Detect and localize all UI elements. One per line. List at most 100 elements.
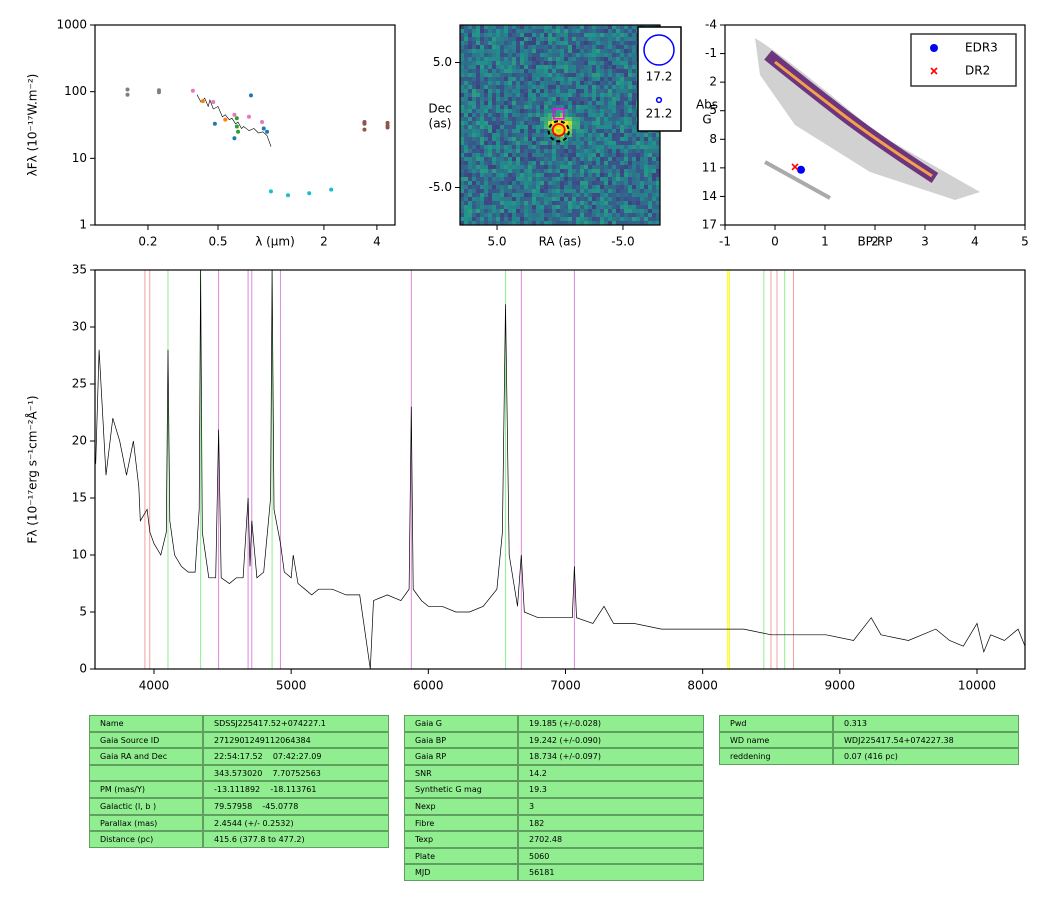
pixel: [492, 121, 497, 126]
pixel: [548, 77, 553, 82]
pixel: [484, 161, 489, 166]
pixel: [600, 141, 605, 146]
pixel: [540, 37, 545, 42]
pixel: [572, 101, 577, 106]
pixel: [576, 93, 581, 98]
pixel: [540, 109, 545, 114]
pixel: [584, 53, 589, 58]
point: [156, 90, 161, 95]
pixel: [596, 165, 601, 170]
pixel: [536, 137, 541, 142]
y-tick-label: 11: [702, 160, 717, 174]
pixel: [524, 105, 529, 110]
pixel: [620, 57, 625, 62]
pixel: [496, 193, 501, 198]
pixel: [464, 29, 469, 34]
pixel: [464, 45, 469, 50]
table-cell: Texp: [404, 831, 518, 848]
pixel: [620, 173, 625, 178]
pixel: [508, 61, 513, 66]
pixel: [612, 125, 617, 130]
pixel: [500, 141, 505, 146]
table-cell: Gaia G: [404, 715, 518, 732]
table-cell: Name: [89, 715, 203, 732]
pixel: [632, 185, 637, 190]
pixel: [512, 65, 517, 70]
pixel: [520, 49, 525, 54]
pixel: [532, 101, 537, 106]
pixel: [564, 157, 569, 162]
pixel: [636, 193, 641, 198]
pixel: [516, 41, 521, 46]
pixel: [652, 201, 657, 206]
pixel: [520, 201, 525, 206]
pixel: [520, 101, 525, 106]
pixel: [584, 25, 589, 30]
x-tick-label: 3: [921, 235, 929, 249]
pixel: [628, 153, 633, 158]
pixel: [504, 61, 509, 66]
pixel: [528, 137, 533, 142]
pixel: [468, 29, 473, 34]
pixel: [652, 193, 657, 198]
pixel: [468, 65, 473, 70]
pixel: [528, 173, 533, 178]
x-tick-label: 0.2: [138, 235, 157, 249]
pixel: [656, 177, 660, 182]
pixel: [612, 153, 617, 158]
pixel: [516, 89, 521, 94]
pixel: [472, 69, 477, 74]
pixel: [476, 81, 481, 86]
pixel: [488, 185, 493, 190]
x-tick-label: 6000: [413, 679, 444, 693]
pixel: [512, 173, 517, 178]
pixel: [616, 189, 621, 194]
table-cell: Gaia RP: [404, 748, 518, 765]
pixel: [628, 177, 633, 182]
pixel: [528, 81, 533, 86]
pixel: [652, 205, 657, 210]
pixel: [492, 125, 497, 130]
pixel: [632, 57, 637, 62]
pixel: [588, 165, 593, 170]
pixel: [536, 117, 541, 122]
pixel: [592, 201, 597, 206]
pixel: [464, 81, 469, 86]
pixel: [556, 101, 561, 106]
pixel: [612, 57, 617, 62]
point: [223, 117, 228, 122]
pixel: [512, 89, 517, 94]
pixel: [476, 65, 481, 70]
pixel: [492, 201, 497, 206]
pixel: [552, 49, 557, 54]
pixel: [548, 73, 553, 78]
pixel: [500, 209, 505, 214]
pixel: [512, 181, 517, 186]
pixel: [504, 141, 509, 146]
pixel: [532, 37, 537, 42]
pixel: [500, 189, 505, 194]
pixel: [604, 193, 609, 198]
pixel: [560, 89, 565, 94]
pixel: [472, 29, 477, 34]
legend-marker: [643, 34, 675, 66]
pixel: [540, 125, 545, 130]
pixel: [516, 85, 521, 90]
pixel: [580, 205, 585, 210]
pixel: [512, 209, 517, 214]
table-cell: Distance (pc): [89, 831, 203, 848]
pixel: [580, 197, 585, 202]
pixel: [592, 77, 597, 82]
pixel: [472, 161, 477, 166]
pixel: [528, 25, 533, 30]
pixel: [588, 197, 593, 202]
pixel: [656, 217, 660, 222]
pixel: [640, 133, 645, 138]
pixel: [468, 69, 473, 74]
pixel: [608, 145, 613, 150]
pixel: [560, 197, 565, 202]
x-tick-label: 7000: [550, 679, 581, 693]
pixel: [468, 165, 473, 170]
pixel: [564, 97, 569, 102]
pixel: [556, 65, 561, 70]
